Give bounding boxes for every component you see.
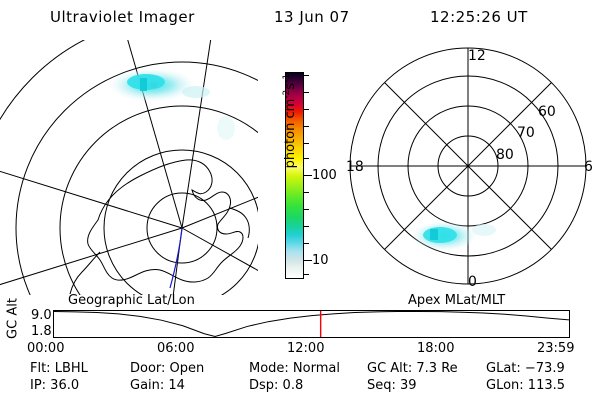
status-gc-alt: GC Alt: 7.3 Re (367, 361, 458, 376)
mlt-spokes (350, 48, 586, 284)
terminator-line (169, 227, 183, 289)
colorbar-major-tick-100 (303, 175, 312, 176)
colorbar-minor-tick (303, 109, 309, 110)
colorbar-minor-tick (303, 143, 309, 144)
colorbar-minor-tick (303, 192, 309, 193)
aurora-emission-patch (411, 221, 496, 251)
apex-mlt-dial: 12 6 0 18 60 70 80 (346, 47, 593, 290)
status-ip: IP: 36.0 (30, 378, 80, 393)
observation-time: 12:25:26 UT (430, 8, 528, 26)
status-seq: Seq: 39 (367, 378, 417, 393)
colorbar-tick-label-10: 10 (312, 253, 329, 268)
status-glat: GLat: −73.9 (486, 361, 565, 376)
mlt-label-0: 0 (468, 274, 477, 290)
orbit-ytick-low: 1.8 (31, 324, 52, 339)
colorbar-minor-tick (303, 75, 309, 76)
aurora-emission-patch (108, 68, 235, 140)
colorbar-axis-exp-1: -2 (281, 89, 292, 99)
geographic-image-panel[interactable] (0, 40, 258, 295)
geo-latitude-grid (0, 40, 258, 295)
orbit-xtick-1800: 18:00 (417, 341, 455, 356)
coastline-antarctica (87, 159, 244, 283)
coastline-peninsula (69, 251, 101, 295)
mlt-label-18: 18 (346, 159, 364, 175)
mlat-label-70: 70 (517, 125, 535, 141)
colorbar-minor-tick (303, 209, 309, 210)
apex-panel-subtitle: Apex MLat/MLT (408, 293, 506, 308)
header-bar: Ultraviolet Imager 13 Jun 07 12:25:26 UT (0, 6, 600, 32)
status-mode: Mode: Normal (249, 361, 340, 376)
status-door: Door: Open (130, 361, 205, 376)
status-footer: Flt: LBHL IP: 36.0 Door: Open Gain: 14 M… (0, 361, 600, 399)
coastline-detail-east (229, 207, 250, 239)
mlt-label-12: 12 (468, 48, 486, 64)
page-title: Ultraviolet Imager (50, 8, 195, 26)
orbit-altitude-series (53, 311, 570, 338)
status-glon: GLon: 113.5 (486, 378, 566, 393)
mlt-label-6: 6 (584, 159, 593, 175)
status-flight: Flt: LBHL (30, 361, 88, 376)
colorbar-axis-label: photon cm-2s-1 (282, 53, 298, 189)
colorbar-major-tick-10 (303, 260, 312, 261)
observation-date: 13 Jun 07 (274, 8, 350, 26)
orbit-plot-box (53, 310, 570, 338)
colorbar-minor-tick (303, 158, 309, 159)
orbit-y-axis-title: GC Alt (5, 298, 21, 339)
orbit-xtick-0000: 00:00 (27, 341, 65, 356)
orbit-xtick-2359: 23:59 (537, 341, 575, 356)
colorbar-minor-tick (303, 274, 309, 275)
colorbar-tick-label-100: 100 (312, 168, 337, 183)
orbit-ytick-high: 9.0 (31, 308, 52, 323)
apex-mlt-panel[interactable]: 12 6 0 18 60 70 80 (336, 40, 600, 298)
geographic-plot (0, 40, 258, 295)
colorbar-axis-label-text: photon cm (283, 98, 299, 169)
mlat-label-80: 80 (496, 147, 514, 163)
colorbar-axis-label-s: s (283, 82, 299, 90)
geo-meridian-grid (0, 40, 258, 295)
mlat-label-60: 60 (538, 104, 556, 120)
status-gain: Gain: 14 (130, 378, 185, 393)
orbit-xtick-0600: 06:00 (157, 341, 195, 356)
colorbar-minor-tick (303, 226, 309, 227)
geographic-panel-subtitle: Geographic Lat/Lon (68, 293, 195, 308)
colorbar-minor-tick (303, 92, 309, 93)
colorbar-panel: 100 10 photon cm-2s-1 (258, 45, 337, 297)
orbit-xtick-1200: 12:00 (287, 341, 325, 356)
colorbar-minor-tick (303, 126, 309, 127)
status-dsp: Dsp: 0.8 (249, 378, 304, 393)
colorbar-minor-tick (303, 243, 309, 244)
colorbar-axis-exp-2: -1 (281, 73, 292, 83)
orbit-altitude-chart[interactable]: GC Alt 9.0 1.8 00:00 06:00 12:00 18:00 2… (0, 298, 600, 357)
